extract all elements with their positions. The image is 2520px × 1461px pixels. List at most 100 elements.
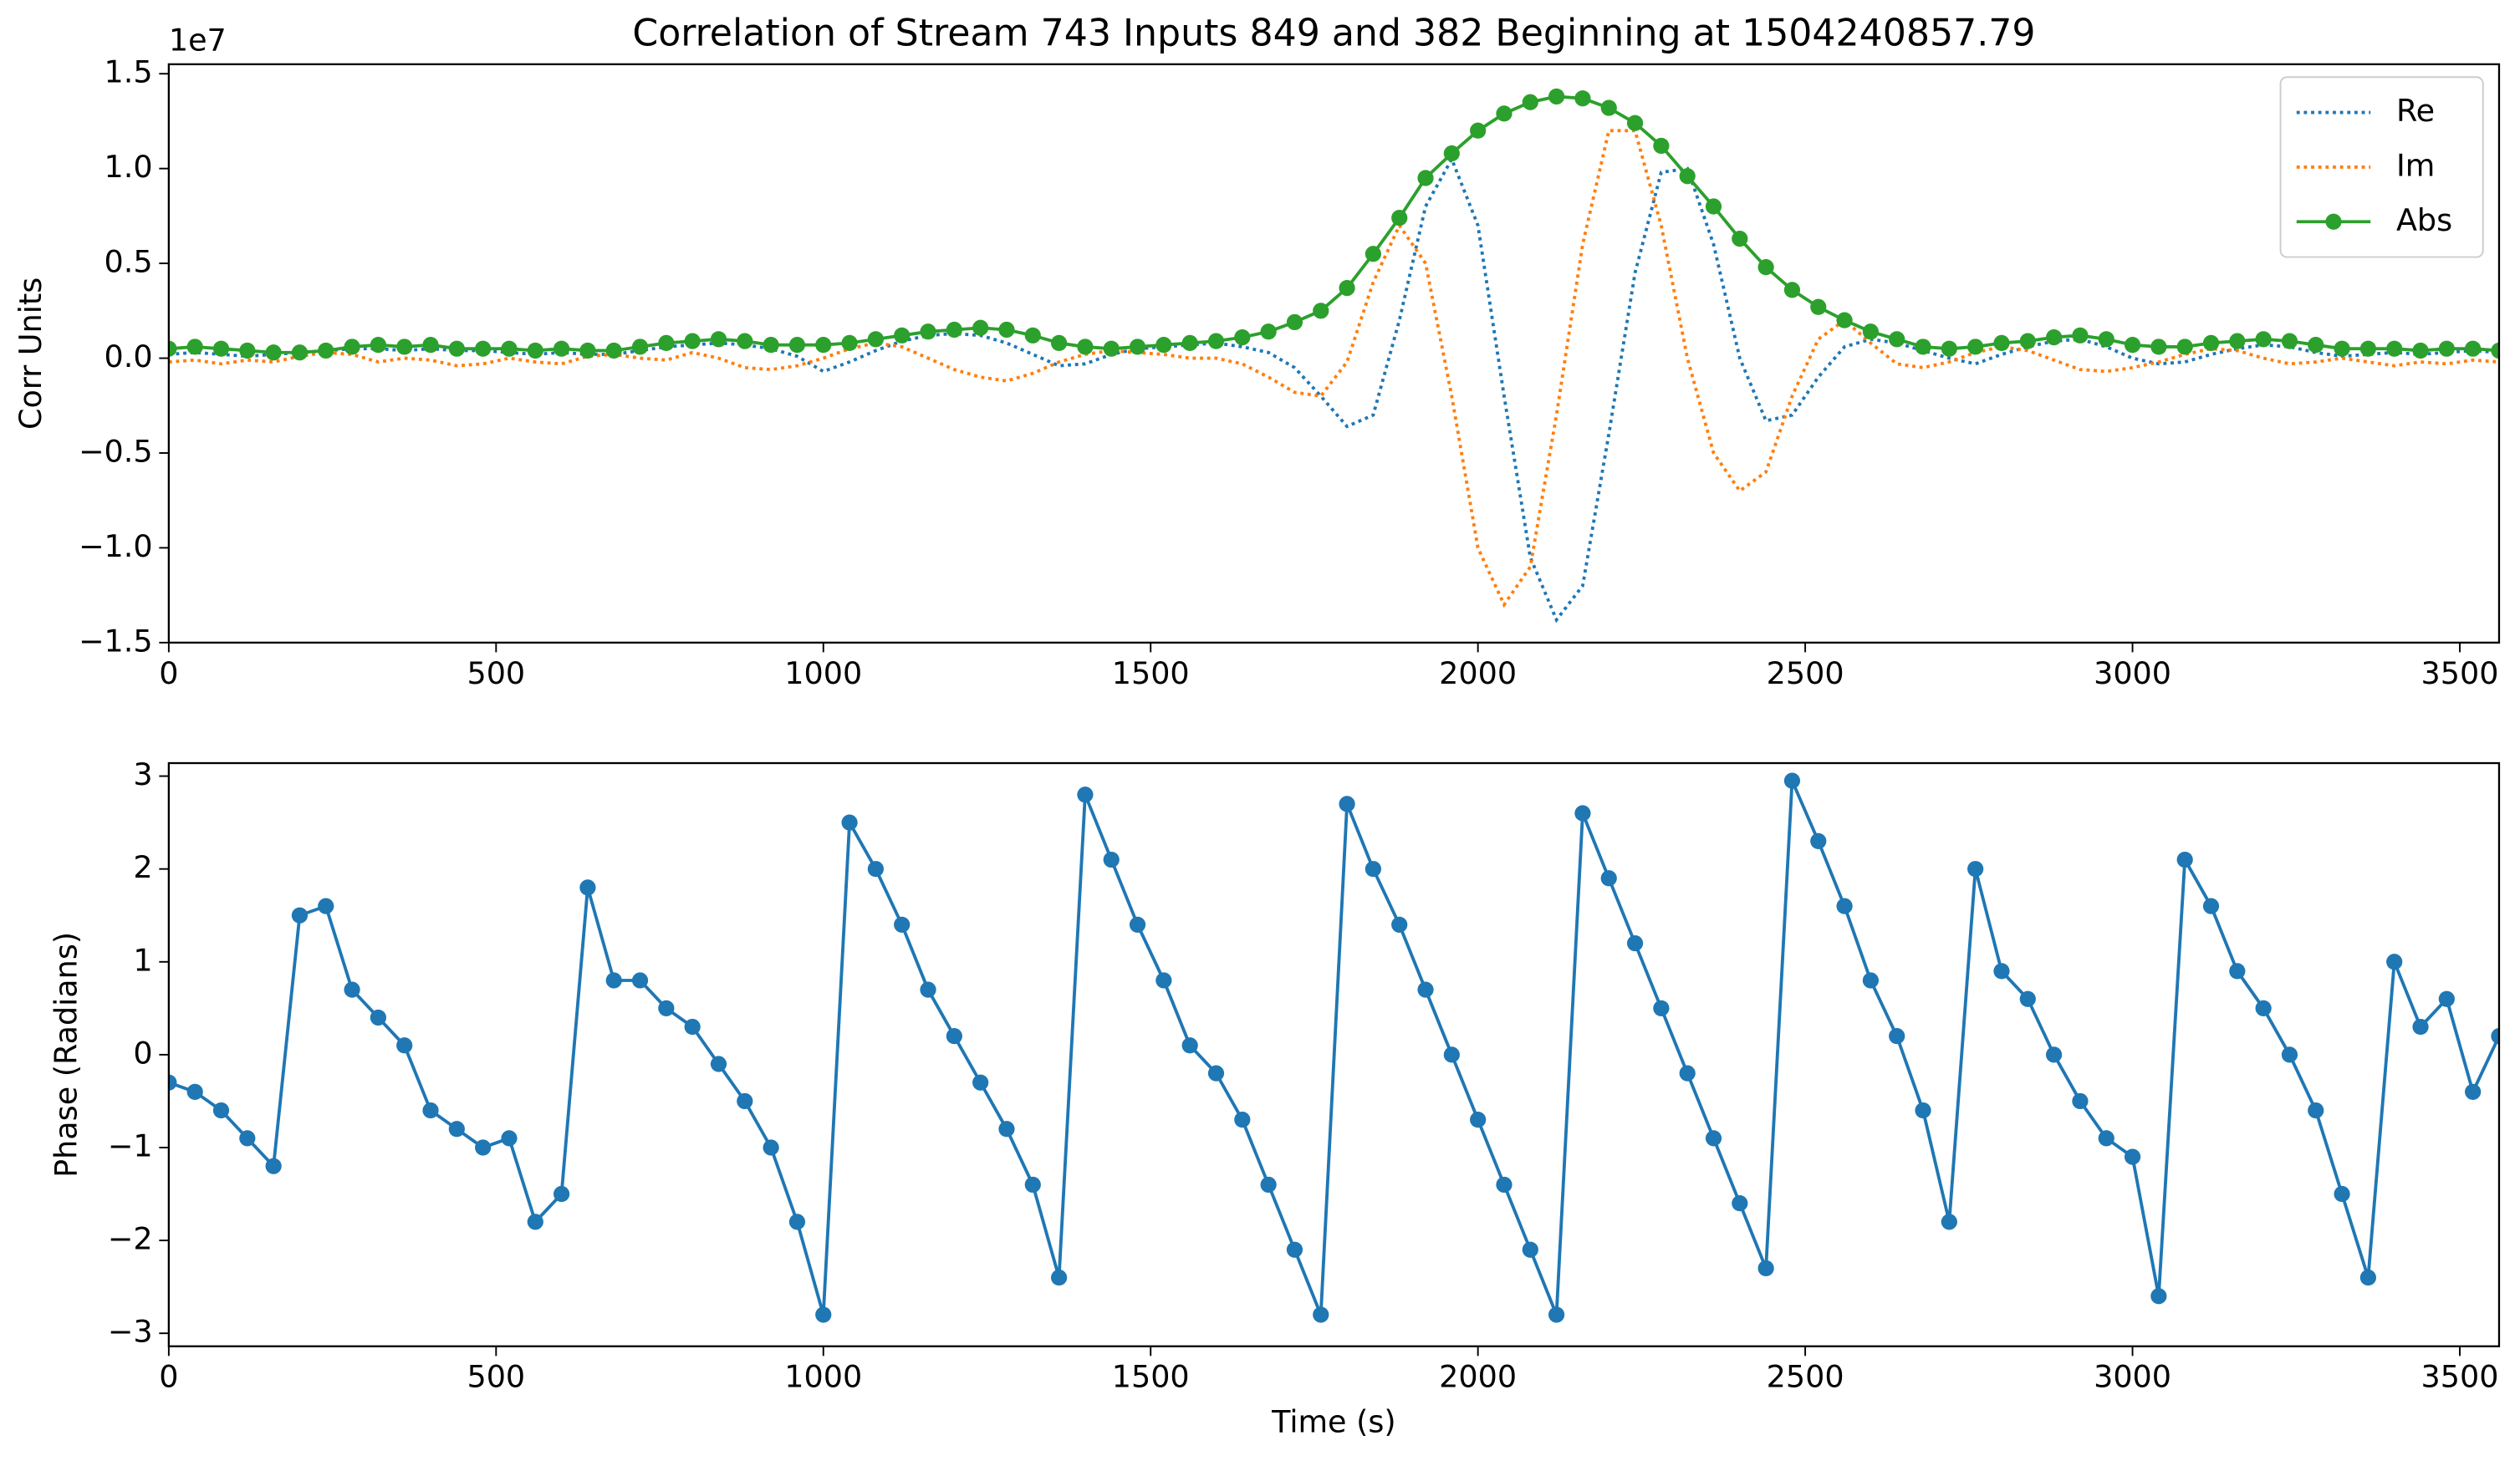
data-point xyxy=(1286,313,1303,331)
data-point xyxy=(1155,337,1172,354)
y-tick-label: −1.0 xyxy=(79,528,153,564)
data-point xyxy=(1941,340,1957,357)
data-point xyxy=(1050,1269,1068,1286)
data-point xyxy=(475,1139,492,1156)
data-point xyxy=(2386,954,2403,970)
data-point xyxy=(2386,340,2403,357)
data-point xyxy=(527,1214,543,1230)
y-tick-label: 0.0 xyxy=(105,339,153,374)
data-point xyxy=(579,342,596,359)
y-axis-label: Phase (Radians) xyxy=(48,932,84,1178)
legend-label: Abs xyxy=(2396,202,2452,238)
data-point xyxy=(2124,337,2141,354)
data-point xyxy=(1862,323,1880,340)
x-tick-label: 2500 xyxy=(1767,1359,1844,1395)
data-point xyxy=(2045,1046,2063,1063)
data-point xyxy=(1470,122,1487,139)
data-point xyxy=(2019,990,2036,1007)
data-point xyxy=(2334,340,2350,357)
data-point xyxy=(1365,861,1382,878)
data-point xyxy=(763,1139,779,1156)
y-tick-label: 0.5 xyxy=(105,244,153,280)
offset-text: 1e7 xyxy=(169,22,227,58)
data-point xyxy=(1732,231,1748,247)
data-point xyxy=(318,898,334,914)
y-tick-label: −3 xyxy=(108,1314,153,1350)
data-point xyxy=(1260,1176,1277,1194)
data-point xyxy=(1443,145,1460,162)
data-point xyxy=(920,981,936,998)
data-point xyxy=(1705,198,1722,215)
data-point xyxy=(1522,1241,1538,1258)
data-point xyxy=(737,1092,753,1110)
data-point xyxy=(422,337,439,354)
data-point xyxy=(1129,339,1146,355)
data-point xyxy=(239,342,256,359)
data-point xyxy=(1181,334,1198,352)
y-tick-label: 1.0 xyxy=(105,149,153,185)
data-point xyxy=(1234,1112,1251,1128)
data-point xyxy=(1915,339,1931,355)
data-point xyxy=(2019,333,2036,349)
data-point xyxy=(605,342,622,359)
y-tick-label: −2 xyxy=(108,1221,153,1257)
legend-label: Im xyxy=(2396,147,2435,183)
data-point xyxy=(448,1121,465,1138)
plot-area xyxy=(168,772,2499,1323)
data-point xyxy=(788,337,806,354)
data-point xyxy=(1600,870,1617,887)
data-point xyxy=(1862,972,1880,989)
subplot: 0 500 1000 1500 2000 2500 3000 3500 −1.5 −1.0 −0.5… xyxy=(13,12,2501,691)
data-point xyxy=(2229,963,2246,980)
data-point xyxy=(1783,282,1801,298)
data-point xyxy=(370,337,387,354)
data-point xyxy=(1496,1176,1513,1194)
data-point xyxy=(1548,1306,1565,1323)
data-point xyxy=(710,1056,727,1072)
data-point xyxy=(972,319,989,336)
data-point xyxy=(1234,328,1251,346)
data-point xyxy=(1967,861,1984,878)
x-tick-label: 1000 xyxy=(784,1359,862,1395)
data-point xyxy=(658,334,675,352)
data-point xyxy=(684,1018,701,1036)
data-point xyxy=(475,340,492,357)
data-point xyxy=(763,337,779,354)
x-tick-label: 1000 xyxy=(784,655,862,691)
data-point xyxy=(1889,331,1905,348)
data-point xyxy=(1548,88,1565,105)
data-point xyxy=(2098,1130,2114,1147)
data-point xyxy=(920,323,936,340)
data-point xyxy=(1757,1260,1774,1277)
data-point xyxy=(2491,1028,2499,1045)
data-point xyxy=(422,1102,439,1119)
data-point xyxy=(2176,851,2193,868)
data-point xyxy=(212,1102,230,1119)
x-tick-label: 0 xyxy=(159,655,178,691)
data-point xyxy=(265,344,282,361)
axes-frame xyxy=(167,63,2501,644)
data-point xyxy=(2334,1185,2350,1203)
data-point xyxy=(1626,115,1644,131)
y-tick-label: 1 xyxy=(133,942,152,978)
data-point xyxy=(168,340,177,357)
data-point xyxy=(2359,340,2377,357)
x-tick-label: 2500 xyxy=(1767,655,1844,691)
y-tick-label: 1.5 xyxy=(105,54,153,90)
data-point xyxy=(168,1074,177,1091)
data-point xyxy=(1732,1195,1748,1212)
data-point xyxy=(1810,832,1827,849)
x-tick-label: 3000 xyxy=(2094,1359,2171,1395)
data-point xyxy=(1889,1028,1905,1045)
data-point xyxy=(2202,334,2220,352)
data-point xyxy=(579,879,596,896)
y-tick-label: −1 xyxy=(108,1128,153,1163)
data-point xyxy=(2281,333,2298,349)
data-point xyxy=(1181,1037,1198,1054)
data-point xyxy=(396,339,413,355)
data-point xyxy=(1207,333,1225,349)
data-point xyxy=(737,333,753,349)
data-point xyxy=(2438,990,2455,1007)
data-point xyxy=(501,340,518,357)
data-point xyxy=(998,1121,1015,1138)
